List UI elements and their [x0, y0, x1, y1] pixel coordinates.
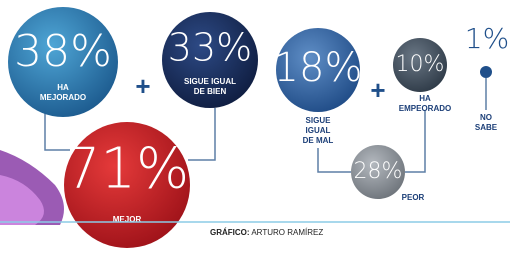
label: IGUAL [306, 126, 331, 135]
label: EMPEORADO [399, 104, 451, 113]
label: SIGUE [306, 116, 332, 125]
percent: 10% [396, 52, 445, 77]
label: DE MAL [303, 136, 334, 145]
percent: 18% [274, 45, 363, 91]
label: PEOR [402, 193, 425, 202]
percent: 1% [465, 22, 509, 55]
label: MEJORADO [40, 93, 86, 102]
infographic: 38% HA MEJORADO + 33% SIGUE IGUAL DE BIE… [0, 0, 510, 258]
label: DE BIEN [194, 87, 227, 96]
connector [188, 108, 215, 160]
credit-name: ARTURO RAMÍREZ [250, 228, 324, 237]
label: NO [480, 113, 492, 122]
percent: 28% [354, 159, 403, 184]
connector [318, 148, 351, 172]
plus: + [135, 71, 150, 101]
label: HA [419, 94, 431, 103]
percent: 71% [65, 136, 189, 201]
decoration [0, 150, 64, 225]
connector [405, 110, 425, 172]
percent: 33% [168, 26, 252, 70]
plus: + [370, 75, 385, 105]
dot [480, 66, 492, 78]
label: SABE [475, 123, 498, 132]
credit: GRÁFICO: ARTURO RAMÍREZ [210, 228, 323, 237]
label: SIGUE IGUAL [184, 77, 236, 86]
percent: 38% [14, 26, 112, 77]
credit-prefix: GRÁFICO: [210, 228, 250, 237]
label: HA [57, 83, 69, 92]
